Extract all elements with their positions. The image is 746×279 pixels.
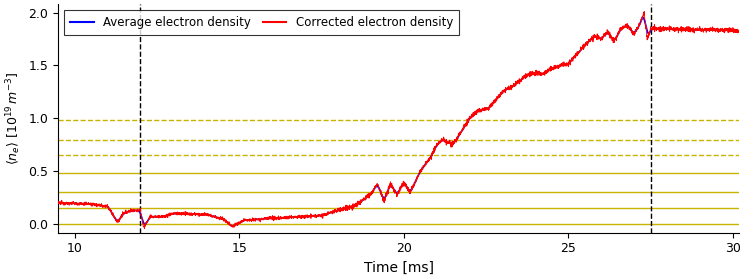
Corrected electron density [452, 140, 461, 144]
Corrected electron density [291, 216, 300, 219]
Average electron density [530, 72, 539, 75]
Corrected electron density [640, 10, 649, 13]
Average electron density [735, 30, 744, 33]
Average electron density [639, 16, 648, 19]
Line: Average electron density: Average electron density [58, 18, 739, 226]
Average electron density [647, 28, 656, 32]
Corrected electron density [140, 227, 149, 230]
Line: Corrected electron density: Corrected electron density [58, 11, 739, 229]
Corrected electron density [530, 71, 539, 74]
Average electron density [291, 215, 300, 219]
Legend: Average electron density, Corrected electron density: Average electron density, Corrected elec… [64, 10, 459, 35]
Corrected electron density [429, 152, 438, 155]
Average electron density [54, 201, 63, 204]
Average electron density [452, 138, 461, 141]
Corrected electron density [647, 28, 656, 31]
Corrected electron density [170, 211, 179, 215]
Average electron density [429, 150, 438, 154]
Average electron density [228, 224, 237, 227]
Corrected electron density [735, 31, 744, 34]
X-axis label: Time [ms]: Time [ms] [364, 261, 434, 275]
Y-axis label: $\langle n_e \rangle$ [$10^{19}\,m^{-3}$]: $\langle n_e \rangle$ [$10^{19}\,m^{-3}$… [4, 71, 23, 165]
Corrected electron density [54, 201, 63, 205]
Average electron density [170, 212, 179, 215]
